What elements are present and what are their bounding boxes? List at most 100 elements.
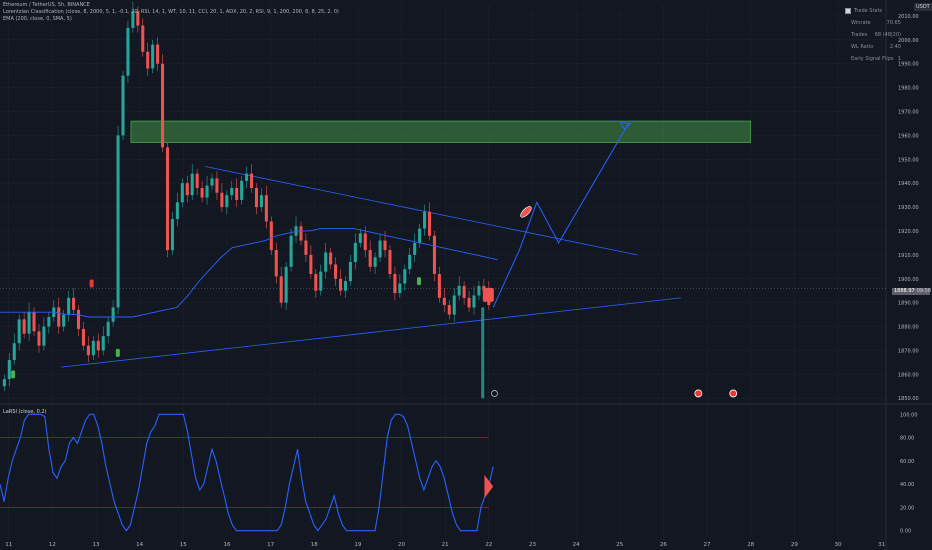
candle-body xyxy=(175,202,179,220)
date-tick: 14 xyxy=(136,542,143,548)
candle-body xyxy=(151,44,155,69)
candle-body xyxy=(250,173,254,188)
price-tick: 1950.00 xyxy=(898,157,919,163)
price-tick: 1920.00 xyxy=(898,229,919,235)
candle-body xyxy=(358,233,362,243)
date-tick: 25 xyxy=(616,542,623,548)
stat-label: Early Signal Flips xyxy=(851,56,894,62)
candle-body xyxy=(353,242,357,263)
candle-body xyxy=(264,195,268,222)
candle-body xyxy=(81,328,85,346)
candle-body xyxy=(319,271,323,291)
candle-body xyxy=(338,278,343,291)
candle-body xyxy=(363,233,367,251)
stat-value: 2.40 xyxy=(889,44,901,50)
candle-body xyxy=(314,273,318,291)
candle-body xyxy=(427,211,432,236)
larsi-tick: 60.00 xyxy=(900,459,914,465)
rocket-icon xyxy=(520,206,532,218)
candle-body xyxy=(96,340,100,351)
candle-body xyxy=(116,135,120,308)
price-tick: 1970.00 xyxy=(898,110,919,116)
date-tick: 22 xyxy=(485,542,492,548)
long-signal-marker xyxy=(115,348,120,357)
date-tick: 21 xyxy=(442,542,449,548)
triangle-lines xyxy=(61,166,681,368)
candle-body xyxy=(403,269,407,284)
candle-body xyxy=(240,180,244,200)
candle-body xyxy=(437,273,441,298)
trade-stats-panel: Trade Stats Winrate 70.65 Trades 68 (48|20… xyxy=(845,5,901,65)
candle-body xyxy=(170,219,174,251)
candle-body xyxy=(472,295,476,308)
candle-body xyxy=(111,307,115,322)
checkbox-icon[interactable] xyxy=(845,8,851,14)
candle-body xyxy=(309,254,313,274)
price-tick: 2000.00 xyxy=(898,38,919,44)
volume-spike-bar xyxy=(481,307,485,399)
date-tick: 26 xyxy=(660,542,667,548)
candle-body xyxy=(180,183,184,203)
candle-body xyxy=(368,250,372,267)
date-tick: 24 xyxy=(573,542,580,548)
candle-body xyxy=(106,321,110,337)
date-tick: 17 xyxy=(267,542,274,548)
price-tick: 1860.00 xyxy=(898,372,919,378)
stat-label: Winrate xyxy=(851,20,871,26)
larsi-tick: 100.00 xyxy=(900,412,918,418)
supply-zone-box xyxy=(130,120,752,143)
candle-body xyxy=(67,297,71,315)
candle-body xyxy=(126,27,130,76)
candle-body xyxy=(373,257,377,267)
ema-line-label: EMA (200, close, 0, SMA, 5) xyxy=(3,16,72,22)
candle-body xyxy=(195,173,199,188)
date-tick: 19 xyxy=(354,542,361,548)
candle-body xyxy=(462,285,466,298)
candle-body xyxy=(22,319,26,334)
candle-body xyxy=(141,25,145,52)
price-tick: 1900.00 xyxy=(898,277,919,283)
candle-body xyxy=(279,276,283,303)
current-price-tag: 1888.97 09:58 xyxy=(892,288,931,295)
price-tick: 1930.00 xyxy=(898,205,919,211)
triangle-lower-line xyxy=(61,297,681,368)
candle-body xyxy=(378,240,382,258)
date-tick: 15 xyxy=(180,542,187,548)
candle-body xyxy=(185,183,189,196)
short-signal-marker xyxy=(89,279,94,288)
date-tick: 13 xyxy=(93,542,100,548)
larsi-line xyxy=(0,413,494,532)
price-tick: 1910.00 xyxy=(898,253,919,259)
symbol-line: Ethereum / TetherUS, 5h, BINANCE xyxy=(3,2,90,8)
stat-value: 70.65 xyxy=(886,20,901,26)
candle-body xyxy=(343,281,347,291)
date-tick: 31 xyxy=(878,542,885,548)
stat-value: 68 (48|20) xyxy=(874,32,901,38)
candle-body xyxy=(136,11,140,26)
candle-body xyxy=(442,297,446,306)
candle-body xyxy=(76,309,81,329)
candle-body xyxy=(254,187,259,208)
candle-body xyxy=(393,273,397,294)
candle-body xyxy=(259,195,263,208)
supply-zone xyxy=(130,120,752,143)
candle-body xyxy=(304,240,308,255)
currency-badge[interactable]: USDT xyxy=(914,3,932,11)
projection-line xyxy=(492,123,629,308)
candle-body xyxy=(408,254,412,270)
price-tick: 1870.00 xyxy=(898,348,919,354)
indicator-line: Lorentzian Classification (close, 8, 200… xyxy=(3,9,339,15)
ema-line xyxy=(0,228,498,318)
candle-body xyxy=(146,51,150,69)
candle-body xyxy=(62,314,66,327)
candle-body xyxy=(383,240,387,251)
price-tick: 2010.00 xyxy=(898,14,919,20)
candle-body xyxy=(348,262,352,282)
triangle-upper-line xyxy=(205,166,638,256)
long-signal-marker xyxy=(11,370,16,379)
candle-body xyxy=(269,221,273,251)
candle-body xyxy=(161,63,165,148)
price-tick: 1940.00 xyxy=(898,181,919,187)
